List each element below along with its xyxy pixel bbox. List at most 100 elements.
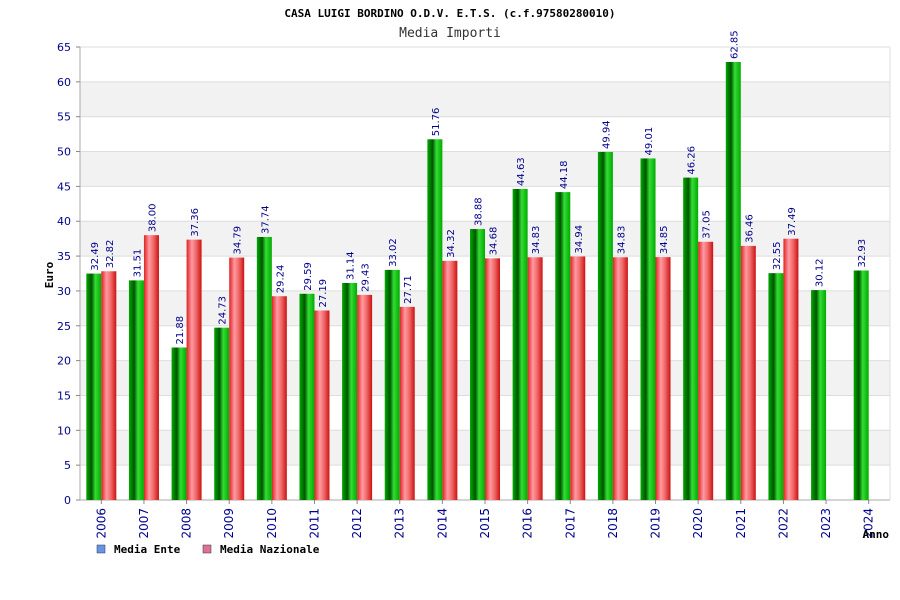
y-tick-label: 45	[57, 180, 71, 193]
value-label-media-ente: 30.12	[815, 258, 826, 287]
x-tick-label: 2009	[222, 508, 236, 539]
value-label-media-ente: 32.49	[90, 242, 101, 271]
bar-media-ente	[299, 293, 315, 500]
legend-label-media-nazionale: Media Nazionale	[220, 543, 320, 556]
bar-media-ente	[171, 347, 187, 500]
x-axis-title: Anno	[863, 528, 890, 541]
bar-media-ente	[128, 280, 144, 500]
bar-media-nazionale	[143, 235, 159, 500]
x-tick-label: 2006	[94, 508, 108, 539]
value-label-media-nazionale: 34.32	[446, 229, 457, 258]
y-tick-label: 5	[64, 459, 71, 472]
value-labels: 32.49 32.82 31.51 38.00 21.88 37.36 24.73 34.79…	[90, 30, 868, 344]
bar-media-ente	[86, 273, 102, 500]
bar-media-nazionale	[101, 271, 117, 500]
bar-media-nazionale	[527, 257, 543, 500]
value-label-media-nazionale: 29.24	[275, 265, 286, 294]
bar-media-ente	[811, 290, 827, 500]
bar-media-nazionale	[399, 306, 415, 500]
value-label-media-nazionale: 27.19	[318, 279, 329, 308]
value-label-media-nazionale: 27.71	[403, 275, 414, 304]
y-tick-label: 20	[57, 355, 71, 368]
bar-media-ente	[427, 139, 443, 500]
legend-label-media-ente: Media Ente	[114, 543, 181, 556]
value-label-media-ente: 31.14	[346, 251, 357, 280]
bar-media-nazionale	[357, 294, 373, 500]
background-band	[80, 151, 890, 187]
y-tick-label: 0	[64, 494, 71, 507]
x-tick-label: 2008	[180, 508, 194, 539]
legend-swatch-media-ente	[96, 544, 106, 554]
value-label-media-nazionale: 34.68	[489, 227, 500, 256]
bar-media-nazionale	[271, 296, 287, 500]
value-label-media-nazionale: 34.83	[616, 226, 627, 255]
value-label-media-ente: 51.76	[431, 108, 442, 137]
x-tick-label: 2013	[393, 508, 407, 539]
value-label-media-nazionale: 29.43	[361, 263, 372, 292]
value-label-media-nazionale: 38.00	[147, 204, 158, 233]
y-tick-label: 55	[57, 111, 71, 124]
value-label-media-nazionale: 37.05	[702, 210, 713, 239]
x-tick-label: 2017	[563, 508, 577, 539]
value-label-media-ente: 46.26	[687, 146, 698, 175]
y-axis-title: Euro	[43, 261, 56, 288]
value-label-media-ente: 21.88	[175, 316, 186, 345]
value-label-media-ente: 44.63	[516, 157, 527, 186]
bar-media-nazionale	[186, 239, 202, 501]
bar-media-nazionale	[485, 258, 500, 500]
x-tick-label: 2011	[307, 508, 321, 539]
y-tick-label: 15	[57, 389, 71, 402]
bar-media-nazionale	[740, 245, 756, 500]
bar-media-ente	[470, 229, 485, 500]
legend-swatch-media-nazionale	[202, 544, 212, 554]
bars	[86, 61, 869, 501]
bar-media-ente	[768, 273, 784, 500]
value-label-media-ente: 33.02	[388, 238, 399, 267]
value-label-media-ente: 49.94	[601, 120, 612, 149]
x-tick-label: 2024	[862, 508, 876, 539]
value-label-media-ente: 37.74	[260, 205, 271, 234]
value-label-media-ente: 32.93	[857, 239, 868, 268]
chart-title: CASA LUIGI BORDINO O.D.V. E.T.S. (c.f.97…	[284, 7, 615, 20]
value-label-media-nazionale: 34.79	[233, 226, 244, 255]
x-tick-label: 2007	[137, 508, 151, 539]
chart-subtitle: Media Importi	[399, 26, 501, 41]
bar-media-ente	[555, 192, 571, 501]
value-label-media-ente: 62.85	[729, 30, 740, 59]
x-tick-label: 2023	[819, 508, 833, 539]
value-label-media-ente: 49.01	[644, 127, 655, 156]
y-tick-label: 65	[57, 41, 71, 54]
x-tick-label: 2016	[521, 508, 535, 539]
value-label-media-ente: 32.55	[772, 242, 783, 271]
bar-media-ente	[640, 158, 656, 501]
y-tick-label: 50	[57, 146, 71, 159]
x-tick-label: 2020	[691, 508, 705, 539]
value-label-media-ente: 31.51	[132, 249, 143, 278]
bar-media-nazionale	[442, 260, 458, 500]
value-label-media-nazionale: 36.46	[744, 214, 755, 243]
x-tick-label: 2021	[734, 508, 748, 539]
bar-media-ente	[214, 327, 230, 500]
value-label-media-nazionale: 34.85	[659, 225, 670, 254]
bar-media-nazionale	[314, 310, 330, 500]
background-band	[80, 81, 890, 117]
value-label-media-nazionale: 34.94	[574, 225, 585, 254]
value-label-media-ente: 29.59	[303, 262, 314, 291]
bar-media-nazionale	[655, 257, 671, 500]
y-tick-label: 40	[57, 215, 71, 228]
x-tick-label: 2015	[478, 508, 492, 539]
value-label-media-nazionale: 32.82	[105, 240, 116, 269]
value-label-media-ente: 24.73	[218, 296, 229, 325]
bar-media-ente	[853, 270, 869, 500]
bar-media-nazionale	[229, 257, 245, 500]
bar-media-ente	[597, 151, 613, 501]
y-axis-ticks: 0 5 10 15 20 25 30 35 40 45 50 55 60 65	[57, 41, 80, 507]
y-tick-label: 25	[57, 320, 71, 333]
bar-media-nazionale	[570, 256, 586, 500]
value-label-media-nazionale: 37.49	[787, 207, 798, 236]
x-tick-label: 2019	[649, 508, 663, 539]
value-label-media-ente: 38.88	[474, 197, 485, 226]
value-label-media-ente: 44.18	[559, 160, 570, 189]
value-label-media-nazionale: 34.83	[531, 226, 542, 255]
